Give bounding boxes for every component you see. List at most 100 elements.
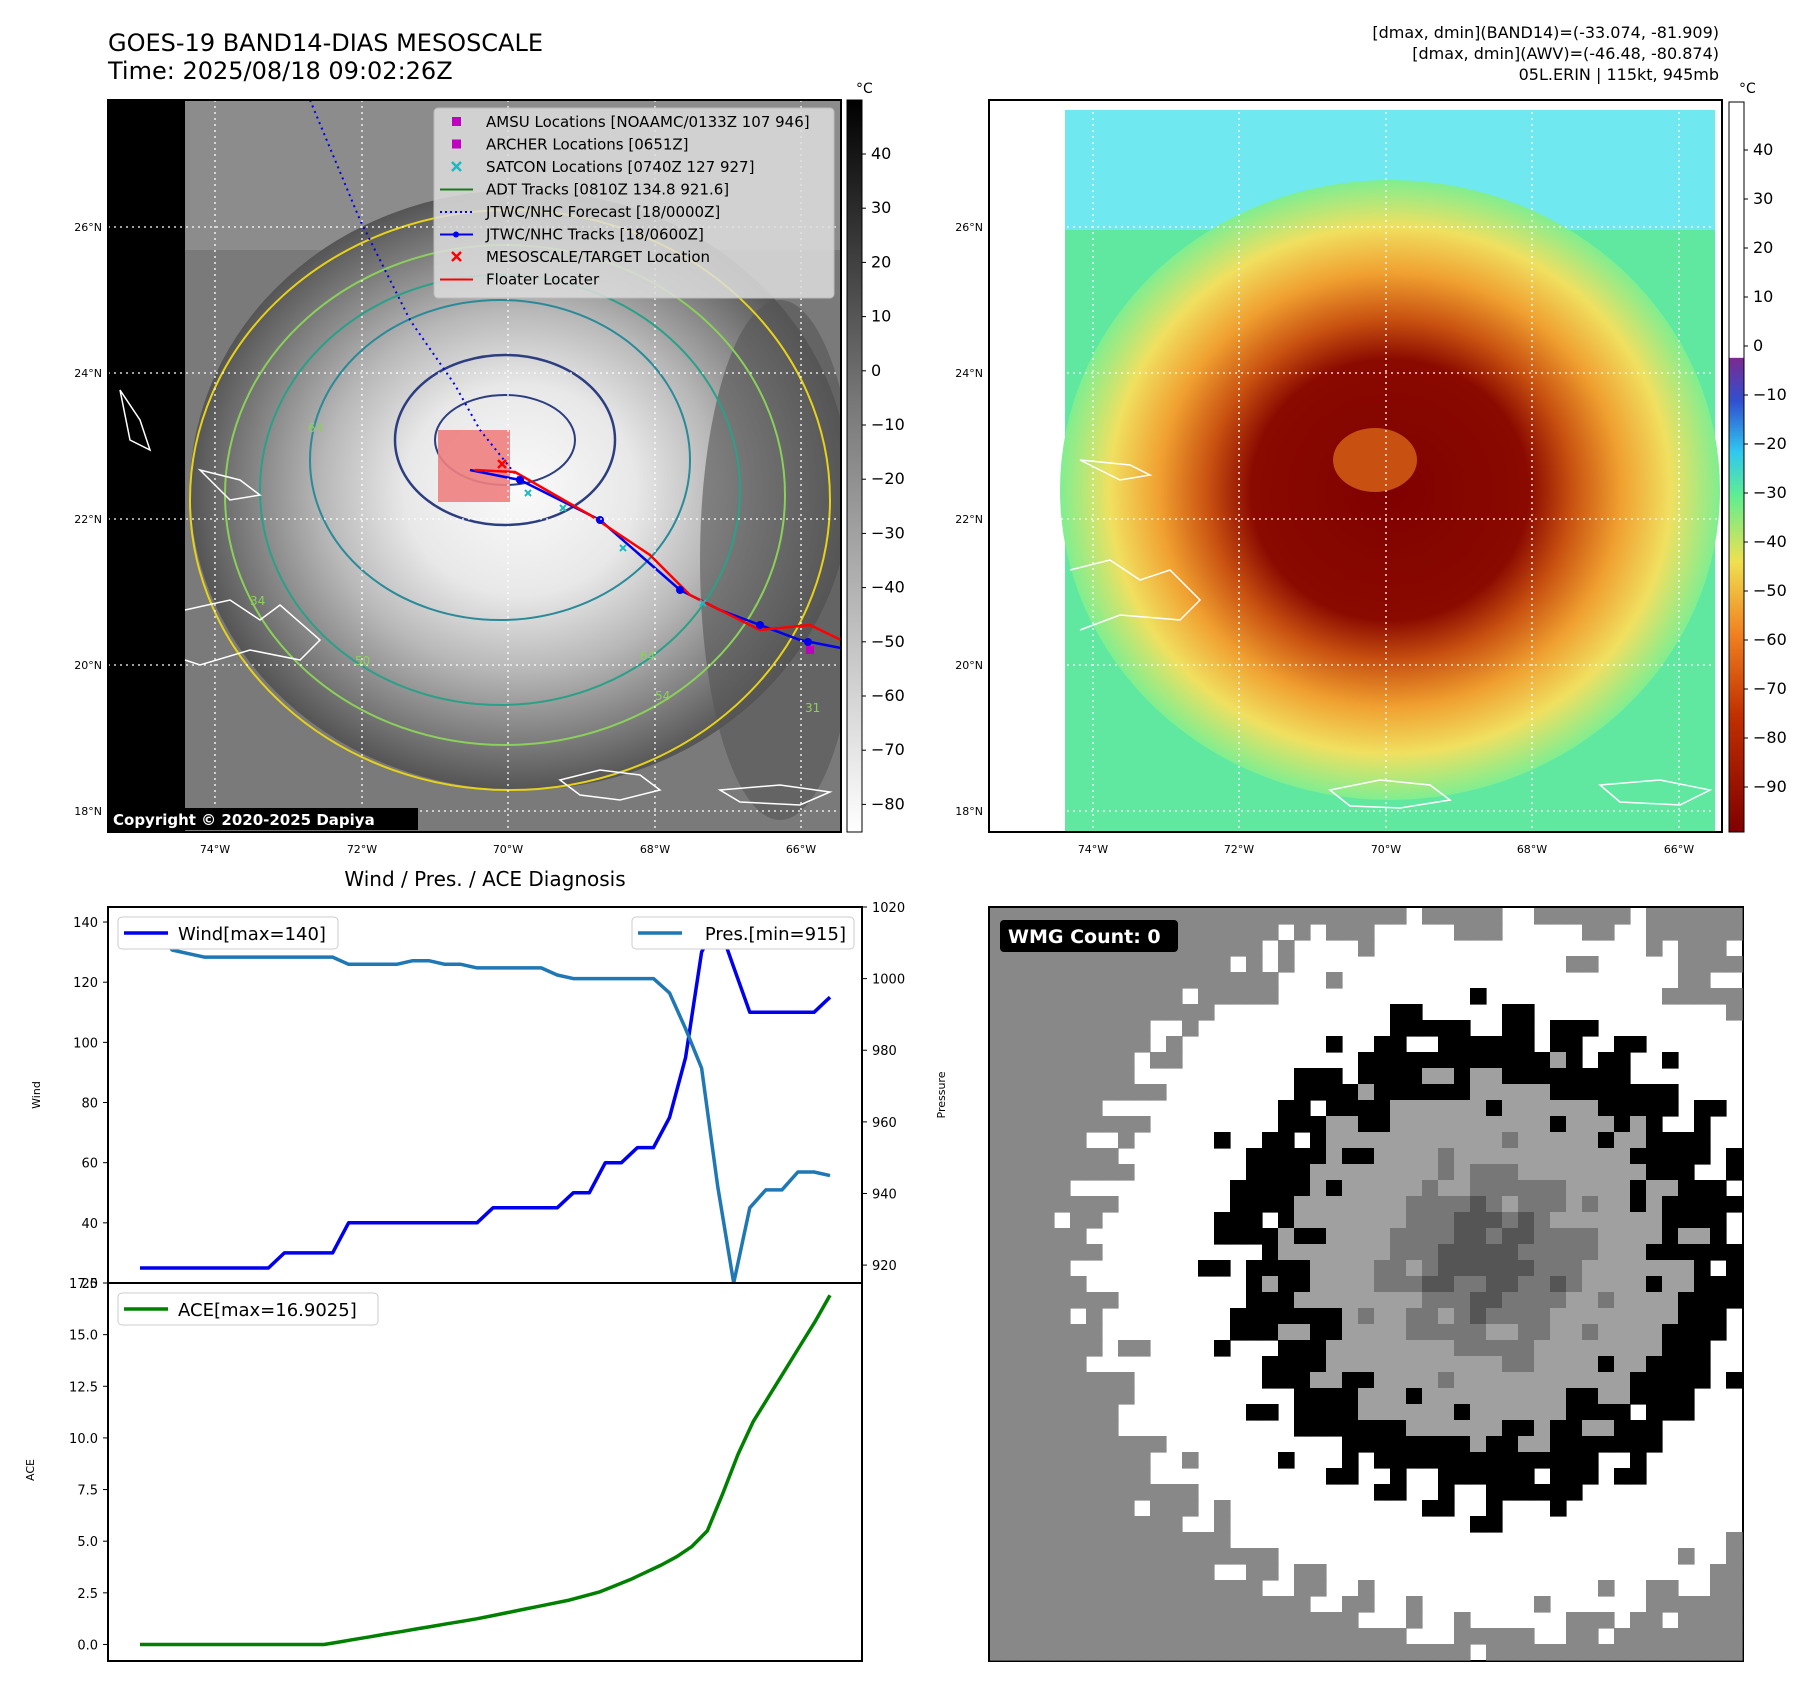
wmg-cell [1694,1180,1711,1197]
wmg-cell [1646,1228,1663,1245]
wmg-cell [1662,1388,1679,1405]
wmg-cell [990,1532,1007,1549]
wmg-cell [1502,1132,1519,1149]
wmg-cell [1054,1084,1071,1101]
wmg-cell [1582,1388,1599,1405]
wmg-cell [1694,1308,1711,1325]
wmg-cell [1102,1196,1119,1213]
wmg-cell [1518,1324,1535,1341]
wmg-cell [1310,1356,1327,1373]
wmg-cell [1022,1564,1039,1581]
wmg-cell [1086,1484,1103,1501]
wmg-cell [1662,1148,1679,1165]
wmg-cell [1086,1516,1103,1533]
wmg-cell [1134,988,1151,1005]
wmg-cell [1022,1292,1039,1309]
wmg-cell [1630,1356,1647,1373]
wmg-cell [1038,1420,1055,1437]
wmg-cell [1006,1596,1023,1613]
wmg-cell [1470,1388,1487,1405]
wmg-cell [1406,1244,1423,1261]
wmg-cell [1438,1052,1455,1069]
wmg-cell [1118,1532,1135,1549]
map-legend: AMSU Locations [NOAAMC/0133Z 107 946]ARC… [433,107,835,299]
wmg-cell [1454,1196,1471,1213]
wmg-cell [1550,1100,1567,1117]
wmg-cell [1470,1212,1487,1229]
wmg-cell [1038,1340,1055,1357]
wmg-cell [1534,1212,1551,1229]
lon-label: 72°W [1224,843,1254,856]
wmg-cell [1726,908,1743,925]
wmg-cell [1230,1644,1247,1661]
wmg-cell [1582,1244,1599,1261]
wmg-cell [1054,1564,1071,1581]
wmg-cell [1358,1052,1375,1069]
wmg-cell [1054,1100,1071,1117]
wmg-cell [1070,1244,1087,1261]
wmg-cell [1038,1052,1055,1069]
wmg-cell [1678,1548,1695,1565]
wmg-cell [1294,1116,1311,1133]
wmg-cell [1630,1116,1647,1133]
wmg-cell [1086,1548,1103,1565]
wmg-cell [1358,1388,1375,1405]
wmg-cell [1278,1340,1295,1357]
wmg-cell [1454,1468,1471,1485]
wmg-cell [990,1468,1007,1485]
wmg-cell [1054,1500,1071,1517]
wmg-cell [1198,1596,1215,1613]
wmg-cell [1278,1116,1295,1133]
wmg-cell [1358,1196,1375,1213]
wmg-cell [1550,1180,1567,1197]
wmg-cell [1422,1164,1439,1181]
wmg-cell [1038,1548,1055,1565]
wmg-cell [1246,1324,1263,1341]
wmg-cell [1118,1596,1135,1613]
wmg-cell [1550,1500,1567,1517]
wmg-cell [1102,1292,1119,1309]
wmg-cell [1486,1244,1503,1261]
wmg-cell [1358,1404,1375,1421]
wmg-cell [1278,1212,1295,1229]
wmg-cell [1262,1148,1279,1165]
wmg-cell [1390,1260,1407,1277]
wmg-cell [1342,1644,1359,1661]
wmg-cell [1390,1356,1407,1373]
wmg-cell [1166,1516,1183,1533]
wmg-cell [1102,1548,1119,1565]
wmg-cell [1614,1388,1631,1405]
wmg-cell [1022,1132,1039,1149]
colorbar-tick-label: 20 [871,252,891,271]
wmg-cell [1550,1212,1567,1229]
wmg-cell [1518,1372,1535,1389]
wmg-cell [1070,988,1087,1005]
wmg-cell [1710,1564,1727,1581]
wmg-cell [1390,1036,1407,1053]
wmg-cell [1518,1244,1535,1261]
wmg-cell [1310,908,1327,925]
wmg-cell [1150,1084,1167,1101]
wmg-cell [1134,1548,1151,1565]
wmg-cell [990,1356,1007,1373]
wmg-cell [1054,1372,1071,1389]
wmg-cell [1406,1292,1423,1309]
wmg-cell [1582,956,1599,973]
wmg-cell [1166,1612,1183,1629]
wmg-cell [1486,1516,1503,1533]
wmg-cell [1246,1292,1263,1309]
wmg-cell [1086,1068,1103,1085]
wmg-cell [990,1452,1007,1469]
wmg-cell [1422,1644,1439,1661]
wmg-cell [1374,1260,1391,1277]
wmg-cell [1726,1244,1743,1261]
wmg-cell [1582,1356,1599,1373]
wmg-cell [1006,1580,1023,1597]
wmg-cell [1006,1276,1023,1293]
wmg-cell [1134,1004,1151,1021]
wmg-cell [1070,1356,1087,1373]
wmg-cell [1038,1084,1055,1101]
wmg-cell [1454,1244,1471,1261]
wmg-cell [1646,1580,1663,1597]
wmg-cell [1006,1532,1023,1549]
